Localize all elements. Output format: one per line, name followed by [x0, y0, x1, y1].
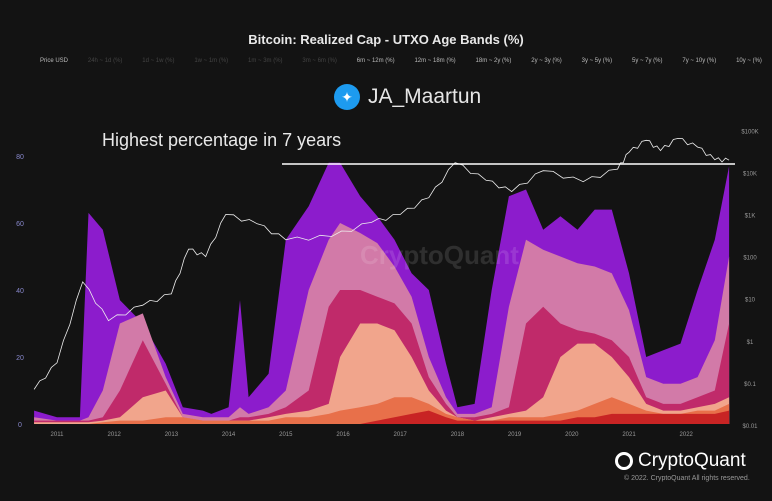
y-right-tick: $0.01 — [742, 424, 758, 430]
brand-name: CryptoQuant — [638, 450, 746, 471]
y-right-tick: $10 — [745, 298, 756, 304]
copyright: © 2022. CryptoQuant All rights reserved. — [624, 475, 750, 482]
y-right-tick: $0.1 — [744, 382, 756, 388]
legend-item[interactable]: 24h ~ 1d (%) — [87, 58, 123, 64]
x-tick: 2015 — [279, 432, 293, 438]
x-tick: 2021 — [622, 432, 636, 438]
y-right-tick: $10K — [743, 171, 757, 177]
y-left-tick: 20 — [16, 355, 24, 362]
twitter-handle: JA_Maartun — [368, 85, 482, 108]
x-tick: 2013 — [165, 432, 179, 438]
cryptoquant-logo-icon — [615, 452, 633, 470]
chart-title: Bitcoin: Realized Cap - UTXO Age Bands (… — [248, 32, 524, 47]
legend-item[interactable]: 10y ~ (%) — [736, 58, 762, 64]
y-right-tick: $100 — [743, 256, 757, 262]
x-tick: 2012 — [108, 432, 122, 438]
x-tick: 2019 — [508, 432, 522, 438]
legend-item[interactable]: 1m ~ 3m (%) — [248, 58, 283, 64]
legend-item[interactable]: 5y ~ 7y (%) — [631, 58, 663, 64]
area-band — [34, 410, 730, 424]
legend-item[interactable]: Price USD — [40, 58, 69, 64]
legend-item[interactable]: 6m ~ 12m (%) — [356, 58, 395, 64]
y-right-tick: $1 — [747, 340, 754, 346]
twitter-credit: ✦ JA_Maartun — [334, 84, 481, 110]
x-tick: 2016 — [336, 432, 350, 438]
legend: Price USD 24h ~ 1d (%) 1d ~ 1w (%) 1w ~ 1m … — [40, 58, 762, 64]
y-left-tick: 0 — [18, 422, 22, 429]
brand-logo: CryptoQuant — [615, 450, 746, 472]
y-right-tick: $100K — [741, 129, 758, 135]
legend-item[interactable]: 1w ~ 1m (%) — [194, 58, 229, 64]
x-tick: 2011 — [51, 432, 65, 438]
x-tick: 2022 — [680, 432, 694, 438]
legend-item[interactable]: 7y ~ 10y (%) — [682, 58, 717, 64]
y-left-tick: 80 — [16, 154, 24, 161]
watermark: CryptoQuant — [360, 240, 519, 270]
y-left-tick: 60 — [16, 221, 24, 228]
legend-item[interactable]: 2y ~ 3y (%) — [531, 58, 562, 64]
area-band — [34, 397, 730, 424]
legend-item[interactable]: 3y ~ 5y (%) — [581, 58, 613, 64]
x-tick: 2020 — [565, 432, 579, 438]
twitter-bird-icon: ✦ — [334, 84, 360, 110]
y-right-tick: $1K — [745, 214, 756, 220]
x-tick: 2014 — [222, 432, 236, 438]
legend-item[interactable]: 1d ~ 1w (%) — [142, 58, 175, 64]
legend-item[interactable]: 12m ~ 18m (%) — [414, 58, 456, 64]
x-tick: 2018 — [451, 432, 465, 438]
annotation: Highest percentage in 7 years — [102, 130, 342, 150]
legend-item[interactable]: 3m ~ 6m (%) — [302, 58, 337, 64]
y-left-tick: 40 — [16, 288, 24, 295]
x-tick: 2017 — [394, 432, 408, 438]
price-line — [33, 138, 730, 390]
area-band — [34, 323, 730, 424]
legend-item[interactable]: 18m ~ 2y (%) — [475, 58, 512, 64]
